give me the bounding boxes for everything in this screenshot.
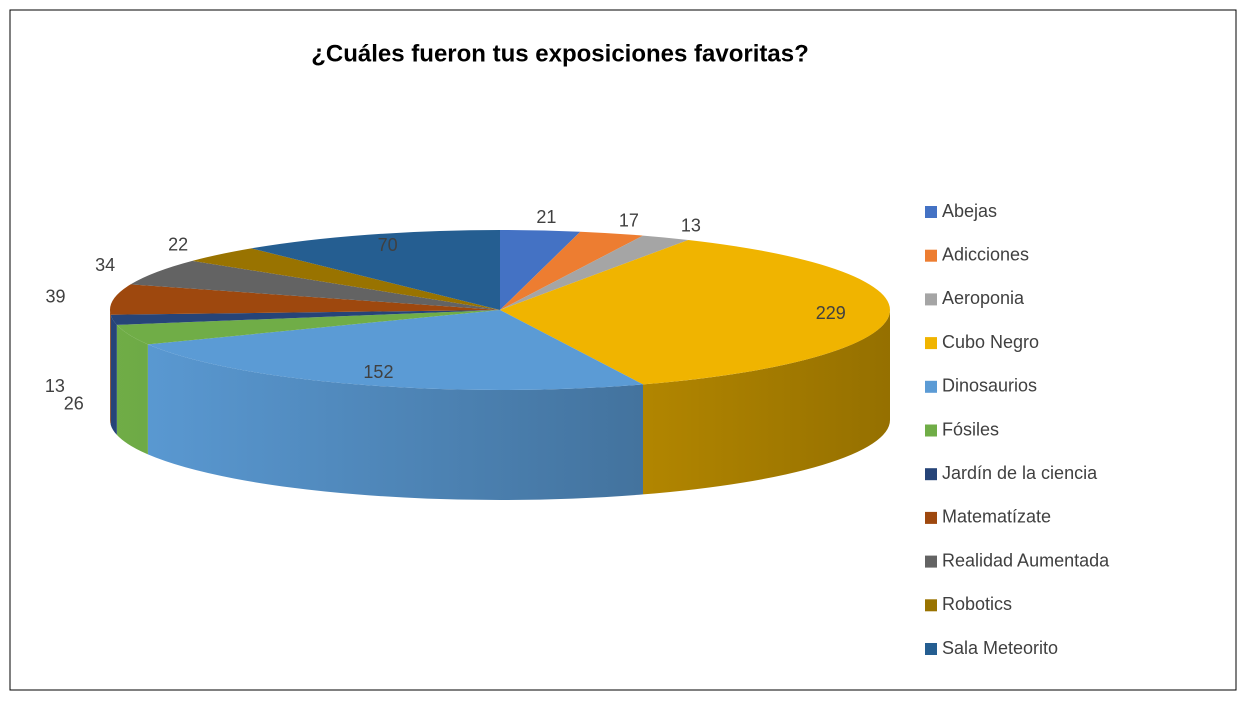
pie-slice-side	[116, 324, 148, 455]
data-label: 13	[45, 376, 65, 396]
data-label: 229	[816, 303, 846, 323]
pie-slice	[130, 260, 500, 310]
pie-slice-side	[110, 314, 117, 435]
data-label: 70	[378, 235, 398, 255]
pie-slice	[500, 231, 643, 310]
legend-swatch	[925, 293, 937, 306]
data-label: 13	[681, 215, 701, 235]
legend-swatch	[925, 643, 937, 655]
legend-label: Abejas	[942, 201, 997, 221]
data-label: 152	[363, 362, 393, 382]
pie-slice	[500, 235, 689, 310]
legend-label: Sala Meteorito	[942, 638, 1058, 658]
pie-slice	[251, 230, 500, 310]
legend-swatch	[925, 206, 937, 218]
legend-swatch	[925, 424, 937, 437]
pie-slice	[116, 310, 500, 345]
legend-label: Robotics	[942, 594, 1012, 614]
pie-slice	[110, 310, 501, 325]
data-label: 17	[619, 211, 639, 231]
pie-slice-side	[110, 310, 111, 425]
legend-label: Cubo Negro	[942, 332, 1039, 352]
data-label: 22	[168, 235, 188, 255]
legend-label: Realidad Aumentada	[942, 550, 1110, 570]
legend-label: Jardín de la ciencia	[942, 463, 1098, 483]
pie-slice	[500, 239, 891, 385]
data-label: 34	[95, 255, 115, 275]
data-label: 21	[536, 207, 556, 227]
legend-swatch	[925, 249, 937, 262]
legend-swatch	[925, 337, 937, 350]
pie-slice-side	[642, 310, 890, 495]
legend-swatch	[925, 380, 937, 393]
legend-swatch	[925, 555, 937, 568]
legend-swatch	[925, 511, 937, 524]
data-label: 26	[64, 393, 84, 413]
pie-slice	[500, 230, 581, 310]
legend-swatch	[925, 599, 937, 612]
pie-slice-side	[147, 344, 643, 500]
legend-label: Matematízate	[942, 507, 1051, 527]
legend-label: Aeroponia	[942, 288, 1025, 308]
legend-label: Dinosaurios	[942, 376, 1037, 396]
legend-swatch	[925, 468, 937, 481]
pie-slice	[192, 248, 500, 310]
legend-label: Fósiles	[942, 419, 999, 439]
data-label: 39	[45, 287, 65, 307]
pie-slice	[147, 310, 643, 390]
legend-label: Adicciones	[942, 244, 1029, 264]
chart-title: ¿Cuáles fueron tus exposiciones favorita…	[311, 40, 808, 67]
pie-slice	[109, 284, 500, 315]
